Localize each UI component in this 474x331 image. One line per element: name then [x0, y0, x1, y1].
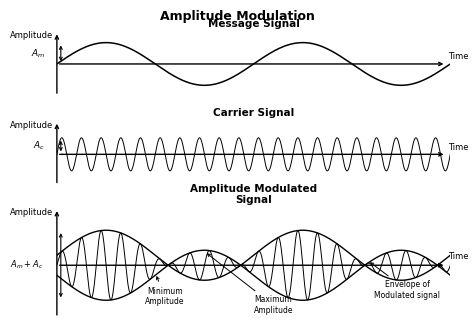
Title: Amplitude Modulated
Signal: Amplitude Modulated Signal — [190, 184, 317, 205]
Text: Time: Time — [448, 252, 469, 261]
Text: Time: Time — [448, 143, 469, 152]
Text: Envelope of
Modulated signal: Envelope of Modulated signal — [371, 263, 440, 300]
Text: Amplitude Modulation: Amplitude Modulation — [160, 10, 314, 23]
Text: Amplitude: Amplitude — [9, 208, 53, 217]
Text: $A_m$: $A_m$ — [31, 47, 45, 60]
Text: Amplitude: Amplitude — [9, 31, 53, 40]
Text: $A_c$: $A_c$ — [33, 140, 45, 152]
Text: Maximum
Amplitude: Maximum Amplitude — [208, 254, 293, 315]
Text: Time: Time — [448, 52, 469, 61]
Text: Minimum
Amplitude: Minimum Amplitude — [146, 277, 185, 306]
Text: Amplitude: Amplitude — [9, 121, 53, 130]
Text: $A_m + A_c$: $A_m + A_c$ — [10, 259, 43, 271]
Title: Message Signal: Message Signal — [208, 19, 300, 29]
Title: Carrier Signal: Carrier Signal — [213, 108, 294, 118]
